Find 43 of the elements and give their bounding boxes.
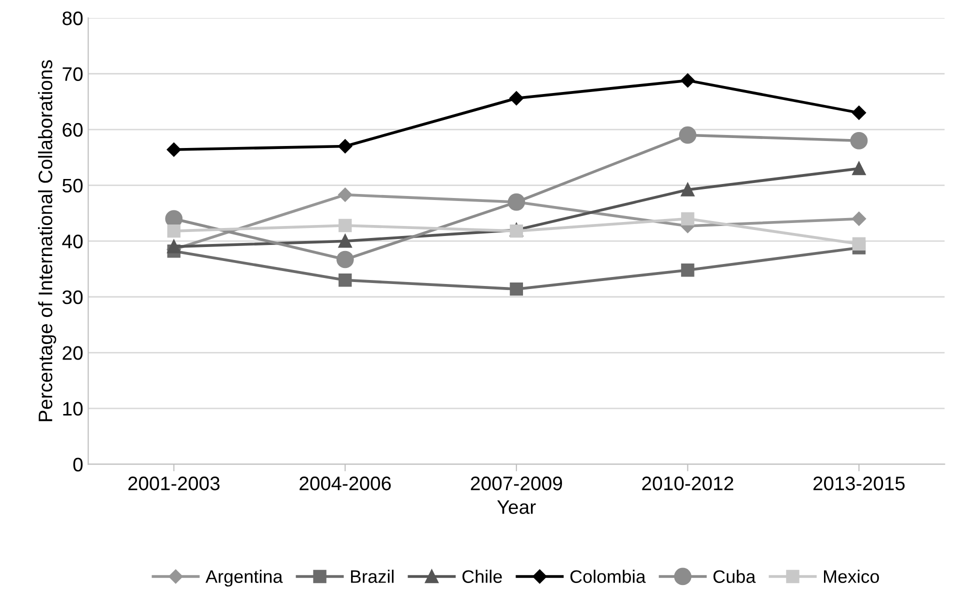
- point: [509, 91, 524, 106]
- point: [338, 218, 352, 232]
- point: [679, 126, 696, 144]
- legend-label: Argentina: [206, 570, 283, 587]
- point: [852, 162, 866, 176]
- point: [336, 250, 354, 268]
- point: [166, 142, 181, 157]
- point: [681, 212, 694, 226]
- point: [850, 132, 868, 150]
- y-tick-label: 30: [62, 290, 83, 304]
- point: [338, 139, 352, 154]
- point: [167, 224, 180, 238]
- point: [681, 264, 694, 277]
- legend-label: Colombia: [570, 570, 646, 583]
- point: [510, 282, 524, 296]
- x-axis-title: Year: [497, 500, 536, 514]
- point: [852, 212, 866, 226]
- point: [852, 106, 866, 120]
- point: [167, 240, 180, 254]
- y-tick-label: 60: [62, 123, 83, 137]
- x-tick-label: 2004-2006: [300, 476, 391, 490]
- legend-label: Brazil: [351, 570, 394, 583]
- y-tick-label: 0: [73, 458, 83, 472]
- x-tick-label: 2010-2012: [642, 476, 734, 490]
- x-tick-label: 2007-2009: [470, 476, 562, 490]
- point: [338, 188, 352, 202]
- legend-label: Mexico: [824, 570, 879, 583]
- y-tick-label: 20: [62, 346, 83, 360]
- point: [681, 183, 694, 196]
- point: [338, 234, 352, 248]
- y-tick-label: 10: [63, 402, 83, 416]
- point: [680, 74, 695, 88]
- x-tick-label: 2013-2015: [813, 476, 905, 490]
- y-tick-label: 40: [62, 234, 83, 248]
- x-tick-label: 2001-2003: [128, 476, 220, 490]
- y-tick-label: 80: [62, 11, 83, 26]
- legend-label: Chile: [462, 570, 502, 583]
- y-tick-label: 70: [62, 67, 83, 81]
- point: [852, 237, 866, 250]
- y-axis-title: Percentage of International Collaborations: [38, 60, 56, 422]
- point: [338, 274, 352, 287]
- y-tick-label: 50: [62, 178, 83, 193]
- legend-label: Cuba: [713, 570, 756, 583]
